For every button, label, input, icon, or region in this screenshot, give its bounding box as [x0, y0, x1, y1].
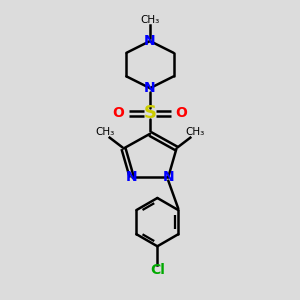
Text: CH₃: CH₃ [95, 127, 115, 137]
Text: N: N [162, 170, 174, 184]
Text: S: S [143, 104, 157, 122]
Text: N: N [126, 170, 138, 184]
Text: N: N [144, 81, 156, 95]
Text: N: N [144, 34, 156, 48]
Text: CH₃: CH₃ [185, 127, 205, 137]
Text: Cl: Cl [150, 263, 165, 277]
Text: CH₃: CH₃ [140, 15, 160, 25]
Text: O: O [112, 106, 124, 120]
Text: O: O [176, 106, 188, 120]
